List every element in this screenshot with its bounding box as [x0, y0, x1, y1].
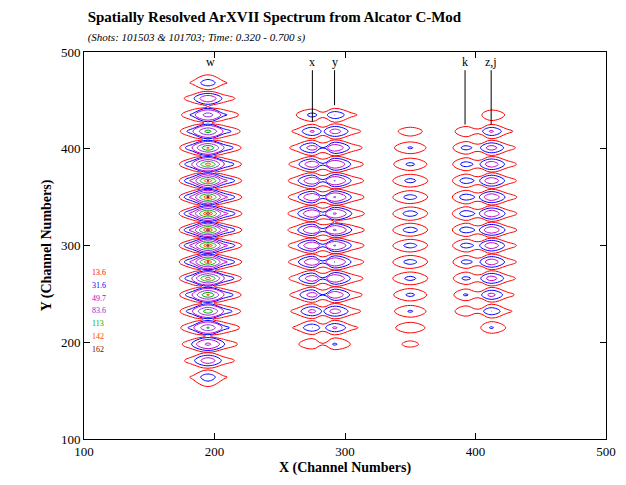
svg-text:Spatially Resolved ArXVII Spec: Spatially Resolved ArXVII Spectrum from … [88, 9, 462, 45]
svg-text:100: 100 [74, 444, 94, 459]
svg-text:500: 500 [61, 45, 81, 60]
svg-text:31.6: 31.6 [92, 281, 106, 290]
svg-text:400: 400 [466, 444, 486, 459]
svg-text:113: 113 [92, 319, 104, 328]
svg-text:w: w [206, 55, 215, 69]
svg-text:300: 300 [61, 238, 81, 253]
svg-text:49.7: 49.7 [92, 294, 106, 303]
svg-text:X (Channel Numbers): X (Channel Numbers) [279, 460, 412, 476]
svg-text:x: x [309, 55, 315, 69]
svg-text:z,j: z,j [485, 55, 497, 69]
svg-text:300: 300 [335, 444, 355, 459]
svg-text:k: k [462, 55, 468, 69]
svg-text:13.6: 13.6 [92, 268, 106, 277]
svg-text:500: 500 [596, 444, 616, 459]
svg-text:200: 200 [61, 335, 81, 350]
svg-text:142: 142 [92, 332, 104, 341]
svg-text:Y (Channel Numbers): Y (Channel Numbers) [39, 179, 55, 311]
svg-text:162: 162 [92, 345, 104, 354]
svg-text:83.6: 83.6 [92, 306, 106, 315]
svg-text:400: 400 [61, 141, 81, 156]
svg-text:y: y [332, 55, 338, 69]
svg-text:100: 100 [61, 432, 81, 447]
svg-text:200: 200 [205, 444, 225, 459]
